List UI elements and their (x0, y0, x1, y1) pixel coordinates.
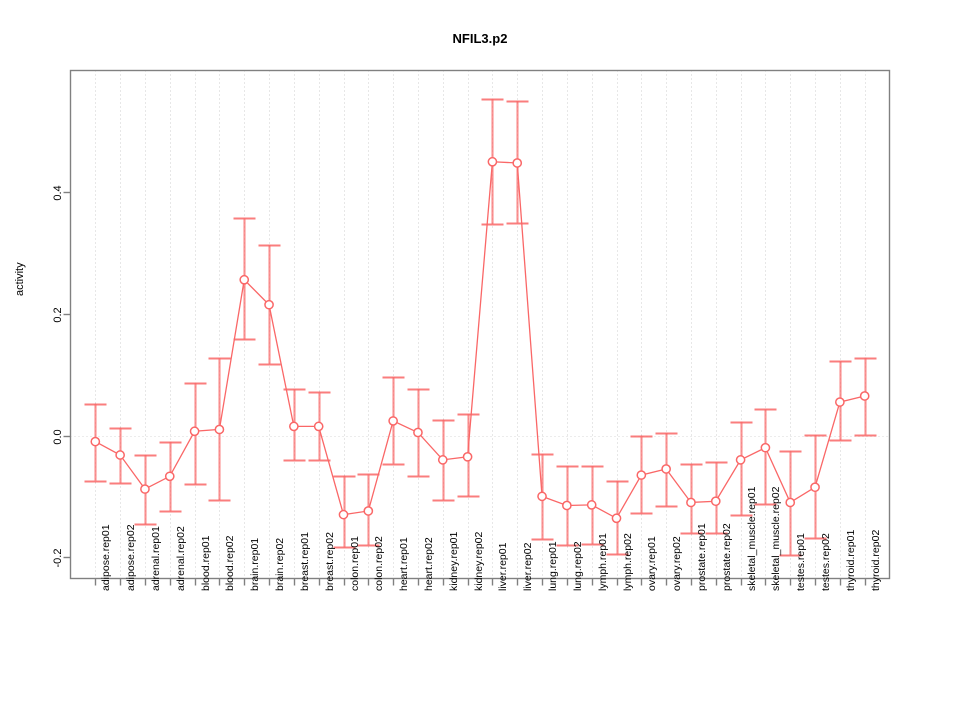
x-tick-label: testes.rep01 (794, 532, 807, 591)
x-tick-label: kidney.rep02 (472, 531, 485, 591)
x-tick-label: ovary.rep02 (670, 535, 683, 591)
x-tick-label: breast.rep02 (323, 531, 336, 591)
gridlines-group (95, 70, 866, 579)
y-tick-label: -0.2 (52, 548, 64, 567)
x-tick-label: adipose.rep01 (99, 523, 112, 591)
x-tick-label: heart.rep02 (422, 536, 435, 591)
x-tick-label: brain.rep02 (273, 537, 286, 591)
x-tick-label: thyroid.rep02 (869, 529, 882, 591)
data-points-group (90, 156, 870, 524)
x-tick-label: adrenal.rep02 (174, 525, 187, 591)
x-tick-label: colon.rep02 (372, 535, 385, 591)
series-line (95, 161, 865, 520)
axis-box (69, 69, 891, 580)
x-tick-label: skeletal_muscle.rep01 (745, 486, 758, 591)
x-tick-label: thyroid.rep01 (844, 529, 857, 591)
x-tick-label: prostate.rep01 (695, 522, 708, 591)
x-tick-label: lymph.rep01 (596, 532, 609, 591)
x-tick-label: lung.rep01 (546, 540, 559, 591)
x-tick-label: adrenal.rep01 (149, 525, 162, 591)
x-axis-ticks (94, 578, 867, 586)
x-tick-label: testes.rep02 (819, 532, 832, 591)
x-tick-label: breast.rep01 (298, 531, 311, 591)
y-tick-label: 0.4 (52, 184, 64, 201)
page-title: NFIL3.p2 (452, 31, 508, 46)
x-tick-label: blood.rep02 (223, 535, 236, 591)
x-tick-label: adipose.rep02 (124, 523, 137, 591)
x-tick-label: brain.rep01 (248, 537, 261, 591)
x-tick-label: heart.rep01 (397, 536, 410, 591)
x-tick-label: lymph.rep02 (621, 532, 634, 591)
x-tick-label: liver.rep01 (496, 542, 509, 591)
y-tick-label: 0.0 (52, 428, 64, 445)
y-axis-ticks (63, 191, 71, 559)
y-tick-label: 0.2 (52, 306, 64, 323)
x-tick-label: blood.rep01 (199, 535, 212, 591)
x-tick-label: skeletal_muscle.rep02 (769, 486, 782, 591)
x-tick-label: colon.rep01 (348, 535, 361, 591)
x-tick-label: kidney.rep01 (447, 531, 460, 591)
x-tick-label: lung.rep02 (571, 540, 584, 591)
x-tick-label: ovary.rep01 (645, 535, 658, 591)
x-tick-label: liver.rep02 (521, 542, 534, 591)
x-tick-label: prostate.rep02 (720, 522, 733, 591)
